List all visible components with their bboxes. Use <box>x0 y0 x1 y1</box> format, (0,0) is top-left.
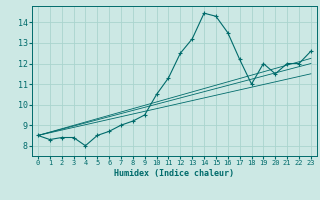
X-axis label: Humidex (Indice chaleur): Humidex (Indice chaleur) <box>115 169 234 178</box>
